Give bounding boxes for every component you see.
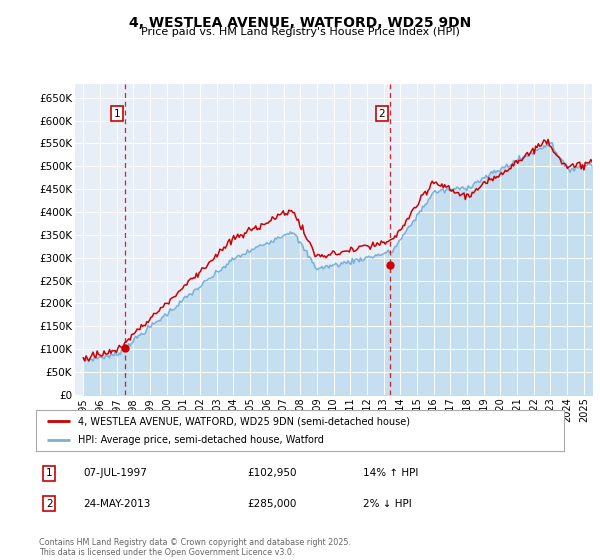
Text: Contains HM Land Registry data © Crown copyright and database right 2025.
This d: Contains HM Land Registry data © Crown c… — [39, 538, 351, 557]
Text: 1: 1 — [46, 468, 53, 478]
Text: 24-MAY-2013: 24-MAY-2013 — [83, 499, 151, 509]
Text: 2: 2 — [46, 499, 53, 509]
Text: 1: 1 — [114, 109, 121, 119]
Text: Price paid vs. HM Land Registry's House Price Index (HPI): Price paid vs. HM Land Registry's House … — [140, 27, 460, 37]
Text: 2: 2 — [379, 109, 385, 119]
Text: 4, WESTLEA AVENUE, WATFORD, WD25 9DN (semi-detached house): 4, WESTLEA AVENUE, WATFORD, WD25 9DN (se… — [78, 417, 410, 426]
Text: HPI: Average price, semi-detached house, Watford: HPI: Average price, semi-detached house,… — [78, 435, 324, 445]
Text: 2% ↓ HPI: 2% ↓ HPI — [364, 499, 412, 509]
Text: £285,000: £285,000 — [247, 499, 296, 509]
Text: 4, WESTLEA AVENUE, WATFORD, WD25 9DN: 4, WESTLEA AVENUE, WATFORD, WD25 9DN — [129, 16, 471, 30]
Text: 14% ↑ HPI: 14% ↑ HPI — [364, 468, 419, 478]
Text: 07-JUL-1997: 07-JUL-1997 — [83, 468, 148, 478]
Text: £102,950: £102,950 — [247, 468, 297, 478]
